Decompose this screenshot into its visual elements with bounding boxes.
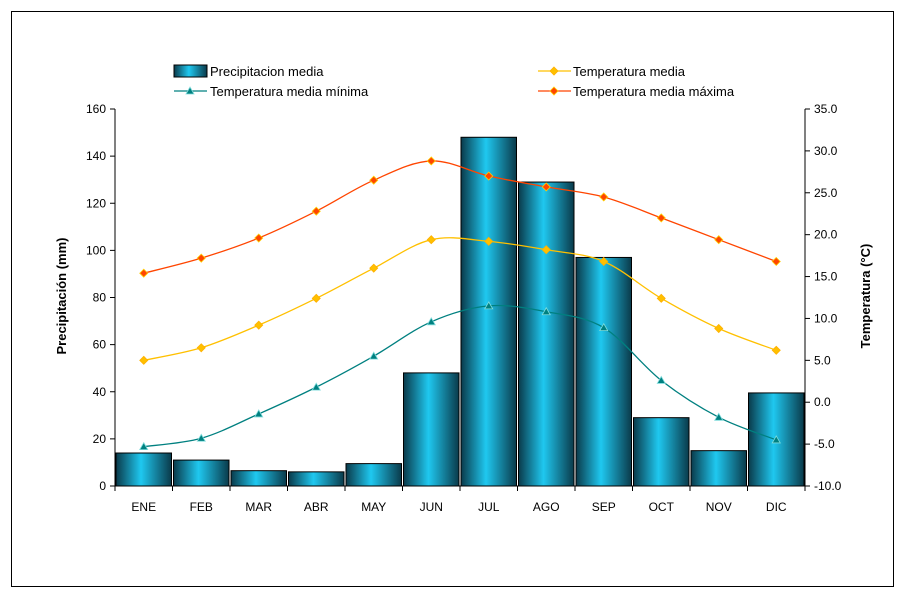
x-tick-label: FEB (190, 500, 213, 514)
precip-bar (460, 136, 517, 487)
precip-bar (690, 450, 747, 487)
y-right-tick-label: 10.0 (814, 311, 838, 325)
y-right-tick-label: 15.0 (814, 270, 838, 284)
temp-media-point (714, 323, 724, 334)
temp-max-point (656, 213, 666, 223)
y-right-tick-label: 20.0 (814, 228, 838, 242)
precip-bar (173, 459, 230, 487)
temp-min-point (426, 316, 436, 326)
temp-min-point (254, 409, 264, 418)
precip-bar (633, 417, 690, 487)
temp-media-line (143, 237, 777, 361)
y-left-tick-label: 100 (86, 243, 106, 257)
temp-media-point (599, 256, 609, 267)
temp-min-point (196, 433, 206, 442)
precip-bar (518, 181, 575, 487)
legend-marker-temp-max (549, 86, 559, 96)
y-axis-left-label: Precipitación (mm) (54, 237, 69, 354)
temp-min-point (139, 441, 149, 451)
temp-max-point (369, 175, 379, 185)
y-left-tick-label: 140 (86, 149, 106, 163)
axes: 0 20 40 60 80 100 120 140 160 -10.0 -5.0 0.0 5.0 10.0… (86, 102, 842, 514)
legend-swatch-precip (173, 64, 208, 78)
y-left-tick-label: 40 (93, 385, 107, 399)
legend-label-precip: Precipitacion media (210, 64, 324, 79)
temp-max-line (143, 160, 777, 274)
precip-bar (288, 471, 345, 487)
x-tick-label: ENE (131, 500, 156, 514)
y-left-tick-label: 80 (93, 291, 107, 305)
y-right-tick-label: 0.0 (814, 395, 831, 409)
y-left-tick-label: 160 (86, 102, 106, 116)
y-left-tick-label: 120 (86, 196, 106, 210)
x-tick-label: DIC (766, 500, 787, 514)
legend-marker-temp-media (549, 66, 559, 76)
y-left-tick-label: 20 (93, 432, 107, 446)
temp-media-point (656, 293, 666, 303)
legend: Precipitacion media Temperatura media Temp… (173, 64, 735, 99)
temp-min-point (484, 301, 494, 310)
x-tick-label: JUL (478, 500, 500, 514)
x-tick-label: MAR (245, 500, 272, 514)
x-tick-label: SEP (592, 500, 616, 514)
temp-min-point (771, 435, 781, 444)
legend-label-temp-min: Temperatura media mínima (210, 84, 369, 99)
legend-marker-temp-min (185, 86, 195, 95)
temp-media-point (311, 293, 321, 303)
temp-media-point (484, 236, 494, 246)
temp-max-point (196, 253, 206, 263)
temp-min-point (311, 382, 321, 391)
temp-min-point (599, 322, 609, 332)
x-tick-label: ABR (304, 500, 329, 514)
y-right-tick-label: -10.0 (814, 479, 842, 493)
x-tick-label: OCT (649, 500, 675, 514)
temp-max-point (426, 156, 436, 166)
y-right-tick-label: 35.0 (814, 102, 838, 116)
temp-media-point (369, 263, 379, 273)
y-right-tick-label: 5.0 (814, 353, 831, 367)
temp-media-point (139, 355, 149, 365)
temp-max-point (771, 256, 781, 267)
temp-max-point (484, 171, 494, 181)
precip-bar (575, 256, 632, 487)
legend-label-temp-media: Temperatura media (573, 64, 686, 79)
bar-series (115, 136, 805, 487)
legend-label-temp-max: Temperatura media máxima (573, 84, 735, 99)
temp-min-point (541, 306, 551, 316)
y-right-tick-label: 25.0 (814, 186, 838, 200)
precip-bar (230, 470, 287, 487)
temp-max-point (254, 233, 264, 243)
precip-bar (403, 372, 460, 487)
precip-bar (345, 463, 402, 487)
y-left-tick-label: 0 (99, 479, 106, 493)
line-series (139, 156, 781, 451)
x-tick-label: MAY (361, 500, 386, 514)
x-tick-label: NOV (706, 500, 732, 514)
temp-media-point (541, 245, 551, 255)
y-right-tick-label: 30.0 (814, 144, 838, 158)
x-tick-label: AGO (533, 500, 560, 514)
y-left-tick-label: 60 (93, 338, 107, 352)
temp-max-point (599, 192, 609, 202)
temp-max-point (714, 235, 724, 245)
temp-media-point (254, 320, 264, 330)
temp-min-point (714, 412, 724, 421)
temp-max-point (311, 206, 321, 216)
temp-media-point (196, 343, 206, 353)
temp-media-point (771, 345, 781, 355)
temp-min-point (369, 351, 379, 360)
temp-max-point (139, 268, 149, 278)
temp-media-point (426, 235, 436, 245)
temp-max-point (541, 182, 551, 192)
temp-min-point (656, 375, 666, 384)
precip-bar (115, 452, 172, 487)
y-axis-right-label: Temperatura (°C) (858, 244, 873, 349)
chart-frame (11, 11, 894, 587)
y-right-tick-label: -5.0 (814, 437, 835, 451)
x-tick-label: JUN (420, 500, 443, 514)
